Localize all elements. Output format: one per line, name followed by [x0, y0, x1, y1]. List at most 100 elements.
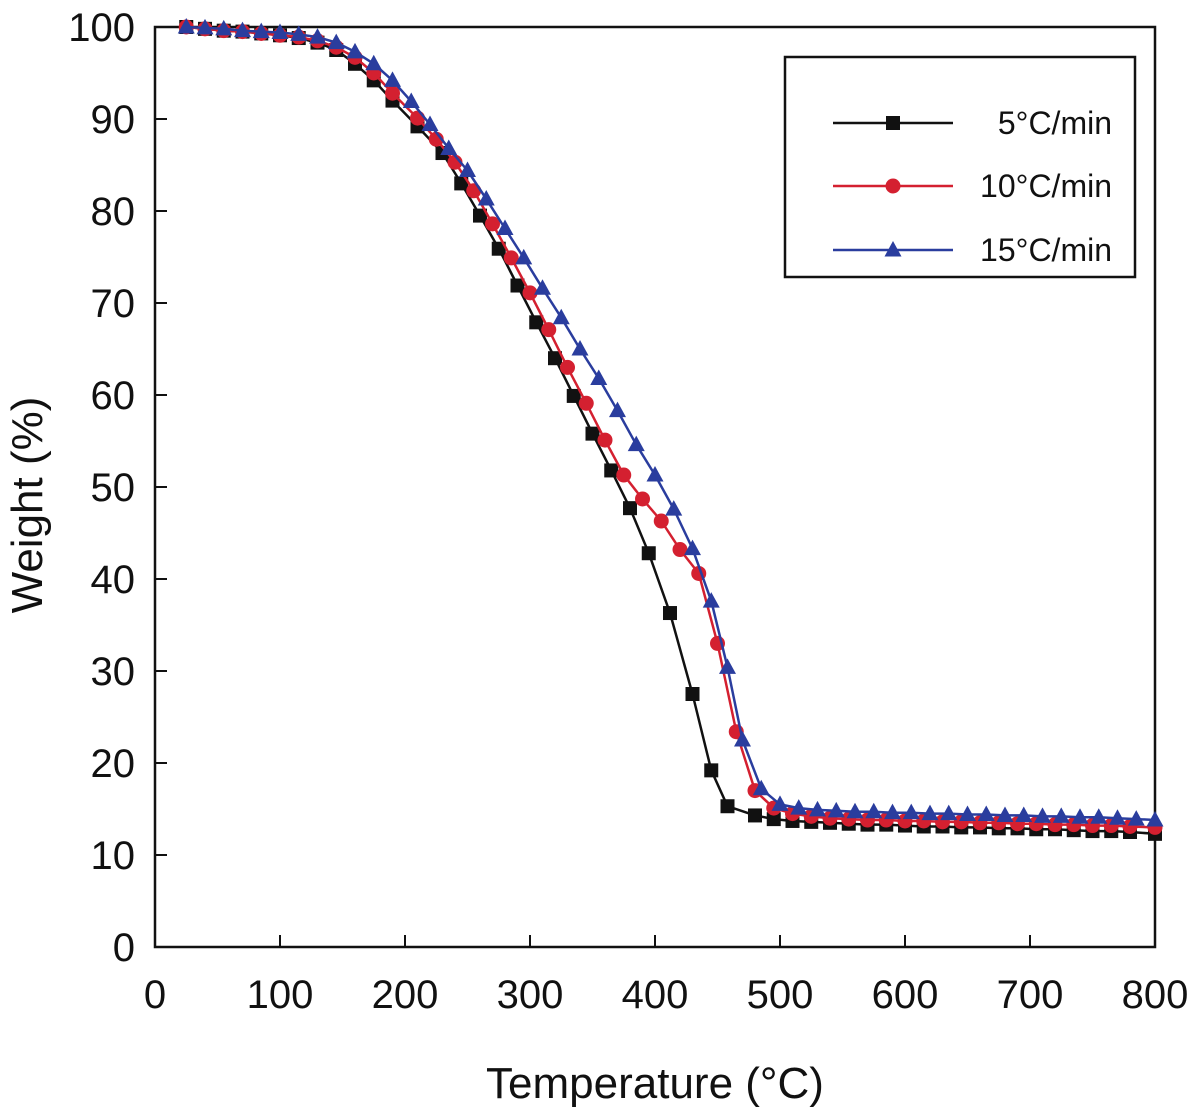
- data-point: [635, 491, 650, 507]
- y-tick-label: 60: [91, 374, 136, 418]
- data-point: [491, 241, 506, 256]
- data-point: [290, 25, 308, 41]
- data-point: [977, 805, 995, 822]
- data-point: [578, 395, 594, 411]
- data-point: [1127, 810, 1145, 826]
- x-tick-label: 500: [747, 973, 814, 1017]
- series-layer: [177, 18, 1164, 841]
- legend-entry: 5°C/min: [833, 105, 1112, 141]
- data-point: [309, 28, 326, 44]
- data-point: [566, 388, 581, 403]
- data-point: [790, 799, 808, 815]
- data-point: [609, 401, 626, 418]
- data-point: [771, 795, 789, 811]
- data-point: [702, 592, 720, 608]
- data-point: [766, 812, 781, 827]
- data-point: [1090, 808, 1108, 824]
- data-point: [604, 463, 619, 478]
- data-point: [365, 54, 383, 71]
- legend-entries: 5°C/min 10°C/min 15°C/min: [833, 105, 1112, 268]
- legend-label: 5°C/min: [998, 105, 1112, 141]
- legend-marker: [885, 178, 901, 194]
- x-tick-label: 400: [622, 973, 689, 1017]
- y-tick-label: 100: [68, 6, 135, 50]
- legend-label: 15°C/min: [980, 232, 1112, 268]
- data-point: [748, 808, 762, 823]
- data-point: [384, 71, 401, 87]
- data-point: [503, 250, 519, 266]
- x-tick-label: 600: [872, 973, 939, 1017]
- data-point: [252, 22, 270, 39]
- y-tick-label: 20: [91, 742, 136, 786]
- data-point: [1034, 807, 1051, 823]
- data-point: [552, 308, 570, 325]
- data-point: [496, 219, 514, 235]
- data-point: [485, 216, 500, 232]
- series-3: [177, 18, 1164, 827]
- data-point: [623, 501, 637, 516]
- data-point: [902, 803, 920, 820]
- data-point: [720, 799, 735, 814]
- data-point: [402, 92, 420, 109]
- data-point: [346, 42, 364, 59]
- data-point: [1071, 808, 1089, 824]
- y-tick-label: 40: [91, 558, 136, 602]
- y-tick-label: 10: [91, 834, 136, 878]
- data-point: [571, 340, 589, 356]
- data-point: [865, 802, 883, 819]
- data-point: [466, 183, 482, 199]
- data-point: [510, 278, 525, 293]
- data-point: [421, 115, 439, 132]
- data-point: [846, 802, 864, 819]
- y-tick-label: 80: [91, 190, 136, 234]
- data-point: [1146, 811, 1164, 827]
- data-point: [196, 18, 214, 35]
- y-tick-label: 30: [91, 650, 136, 694]
- x-tick-label: 700: [997, 973, 1064, 1017]
- data-point: [385, 85, 400, 101]
- legend-entry: 10°C/min: [833, 168, 1112, 204]
- data-point: [590, 369, 608, 385]
- data-point: [672, 542, 688, 558]
- axis-ticks: [154, 26, 1156, 948]
- data-point: [473, 208, 487, 223]
- y-tick-label: 0: [113, 926, 135, 970]
- data-point: [234, 21, 251, 38]
- data-point: [522, 285, 538, 301]
- data-point: [809, 800, 826, 817]
- x-tick-label: 200: [372, 973, 439, 1017]
- data-point: [665, 500, 683, 516]
- data-point: [616, 467, 632, 483]
- data-point: [827, 801, 845, 818]
- legend-marker: [886, 116, 900, 130]
- legend-marker: [884, 241, 902, 257]
- x-axis-title: Temperature (°C): [486, 1059, 824, 1108]
- data-point: [646, 466, 664, 482]
- data-point: [627, 435, 645, 452]
- data-point: [641, 546, 656, 561]
- data-point: [663, 606, 677, 621]
- data-point: [177, 18, 195, 34]
- data-point: [653, 513, 669, 529]
- y-tick-label: 70: [91, 282, 136, 326]
- data-point: [752, 779, 770, 796]
- data-point: [959, 805, 976, 822]
- data-point: [529, 315, 544, 330]
- data-point: [548, 351, 562, 366]
- data-point: [996, 806, 1014, 822]
- data-point: [685, 687, 700, 701]
- data-point: [1015, 806, 1033, 822]
- data-point: [940, 804, 958, 821]
- legend: 5°C/min 10°C/min 15°C/min: [783, 55, 1137, 279]
- x-tick-label: 800: [1122, 973, 1189, 1017]
- data-point: [684, 539, 701, 556]
- data-point: [459, 161, 476, 178]
- data-point: [477, 190, 495, 206]
- y-axis-title: Weight (%): [3, 397, 52, 614]
- y-tick-label: 50: [91, 466, 136, 510]
- data-point: [440, 139, 458, 155]
- data-point: [271, 23, 289, 40]
- legend-entry: 15°C/min: [833, 232, 1112, 268]
- data-point: [560, 359, 575, 375]
